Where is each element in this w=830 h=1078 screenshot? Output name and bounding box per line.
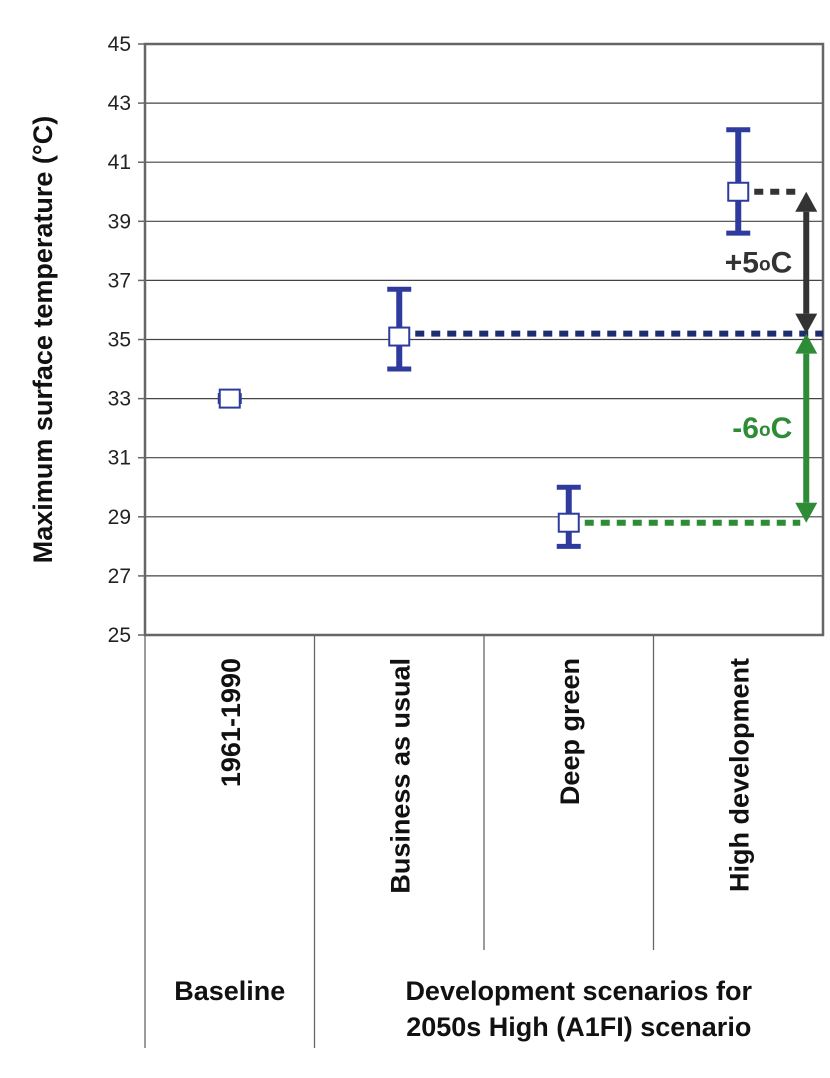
y-tick-label: 29 <box>108 506 131 529</box>
category-label: Business as usual <box>385 658 415 894</box>
arrow-head <box>795 313 818 334</box>
group-label-scenarios: Development scenarios for <box>405 976 752 1006</box>
y-tick-label: 39 <box>108 210 131 233</box>
y-tick-label: 37 <box>108 269 131 292</box>
y-tick-label: 35 <box>108 329 131 352</box>
data-point <box>217 388 242 409</box>
arrow-head <box>795 502 818 523</box>
arrow-head <box>795 333 818 354</box>
y-tick-label: 31 <box>108 447 131 470</box>
data-point <box>387 286 412 372</box>
plus5-arrow <box>795 191 818 334</box>
annot-value: +5 <box>725 247 759 280</box>
annotations: +5oC-6oC <box>725 191 818 523</box>
grid-layer <box>145 102 823 577</box>
y-tick-label: 43 <box>108 92 131 115</box>
y-tick-label: 27 <box>108 565 131 588</box>
reference-lines <box>399 188 823 526</box>
category-label: Deep green <box>555 658 585 805</box>
minus6-arrow <box>795 333 818 523</box>
marker-square <box>727 181 750 202</box>
y-tick-label: 33 <box>108 388 131 411</box>
annot-value: -6 <box>732 412 759 445</box>
marker-square <box>557 512 580 533</box>
y-tick-labels: 25 27 29 31 33 35 37 39 41 43 45 <box>108 33 145 647</box>
marker-square <box>218 388 241 409</box>
annot-unit: C <box>771 247 793 280</box>
plus5-label: +5oC <box>725 247 793 280</box>
annot-degree: o <box>759 420 771 441</box>
data-points <box>217 127 751 549</box>
category-table: 1961-1990 Business as usual Deep green High… <box>144 635 754 1048</box>
y-axis-title: Maximum surface temperature (°C) <box>28 116 58 563</box>
category-label: 1961-1990 <box>216 658 246 787</box>
data-point <box>726 127 751 236</box>
y-tick-label: 25 <box>108 624 131 647</box>
annot-degree: o <box>759 255 771 276</box>
minus6-label: -6oC <box>732 412 792 445</box>
marker-square <box>388 326 411 347</box>
annot-unit: C <box>771 412 793 445</box>
group-label-baseline: Baseline <box>174 976 285 1006</box>
data-point <box>556 484 581 549</box>
y-tick-label: 41 <box>108 151 131 174</box>
y-tick-label: 45 <box>108 33 131 56</box>
group-label-scenarios: 2050s High (A1FI) scenario <box>406 1012 751 1042</box>
arrow-head <box>795 191 818 212</box>
category-label: High development <box>724 658 754 892</box>
